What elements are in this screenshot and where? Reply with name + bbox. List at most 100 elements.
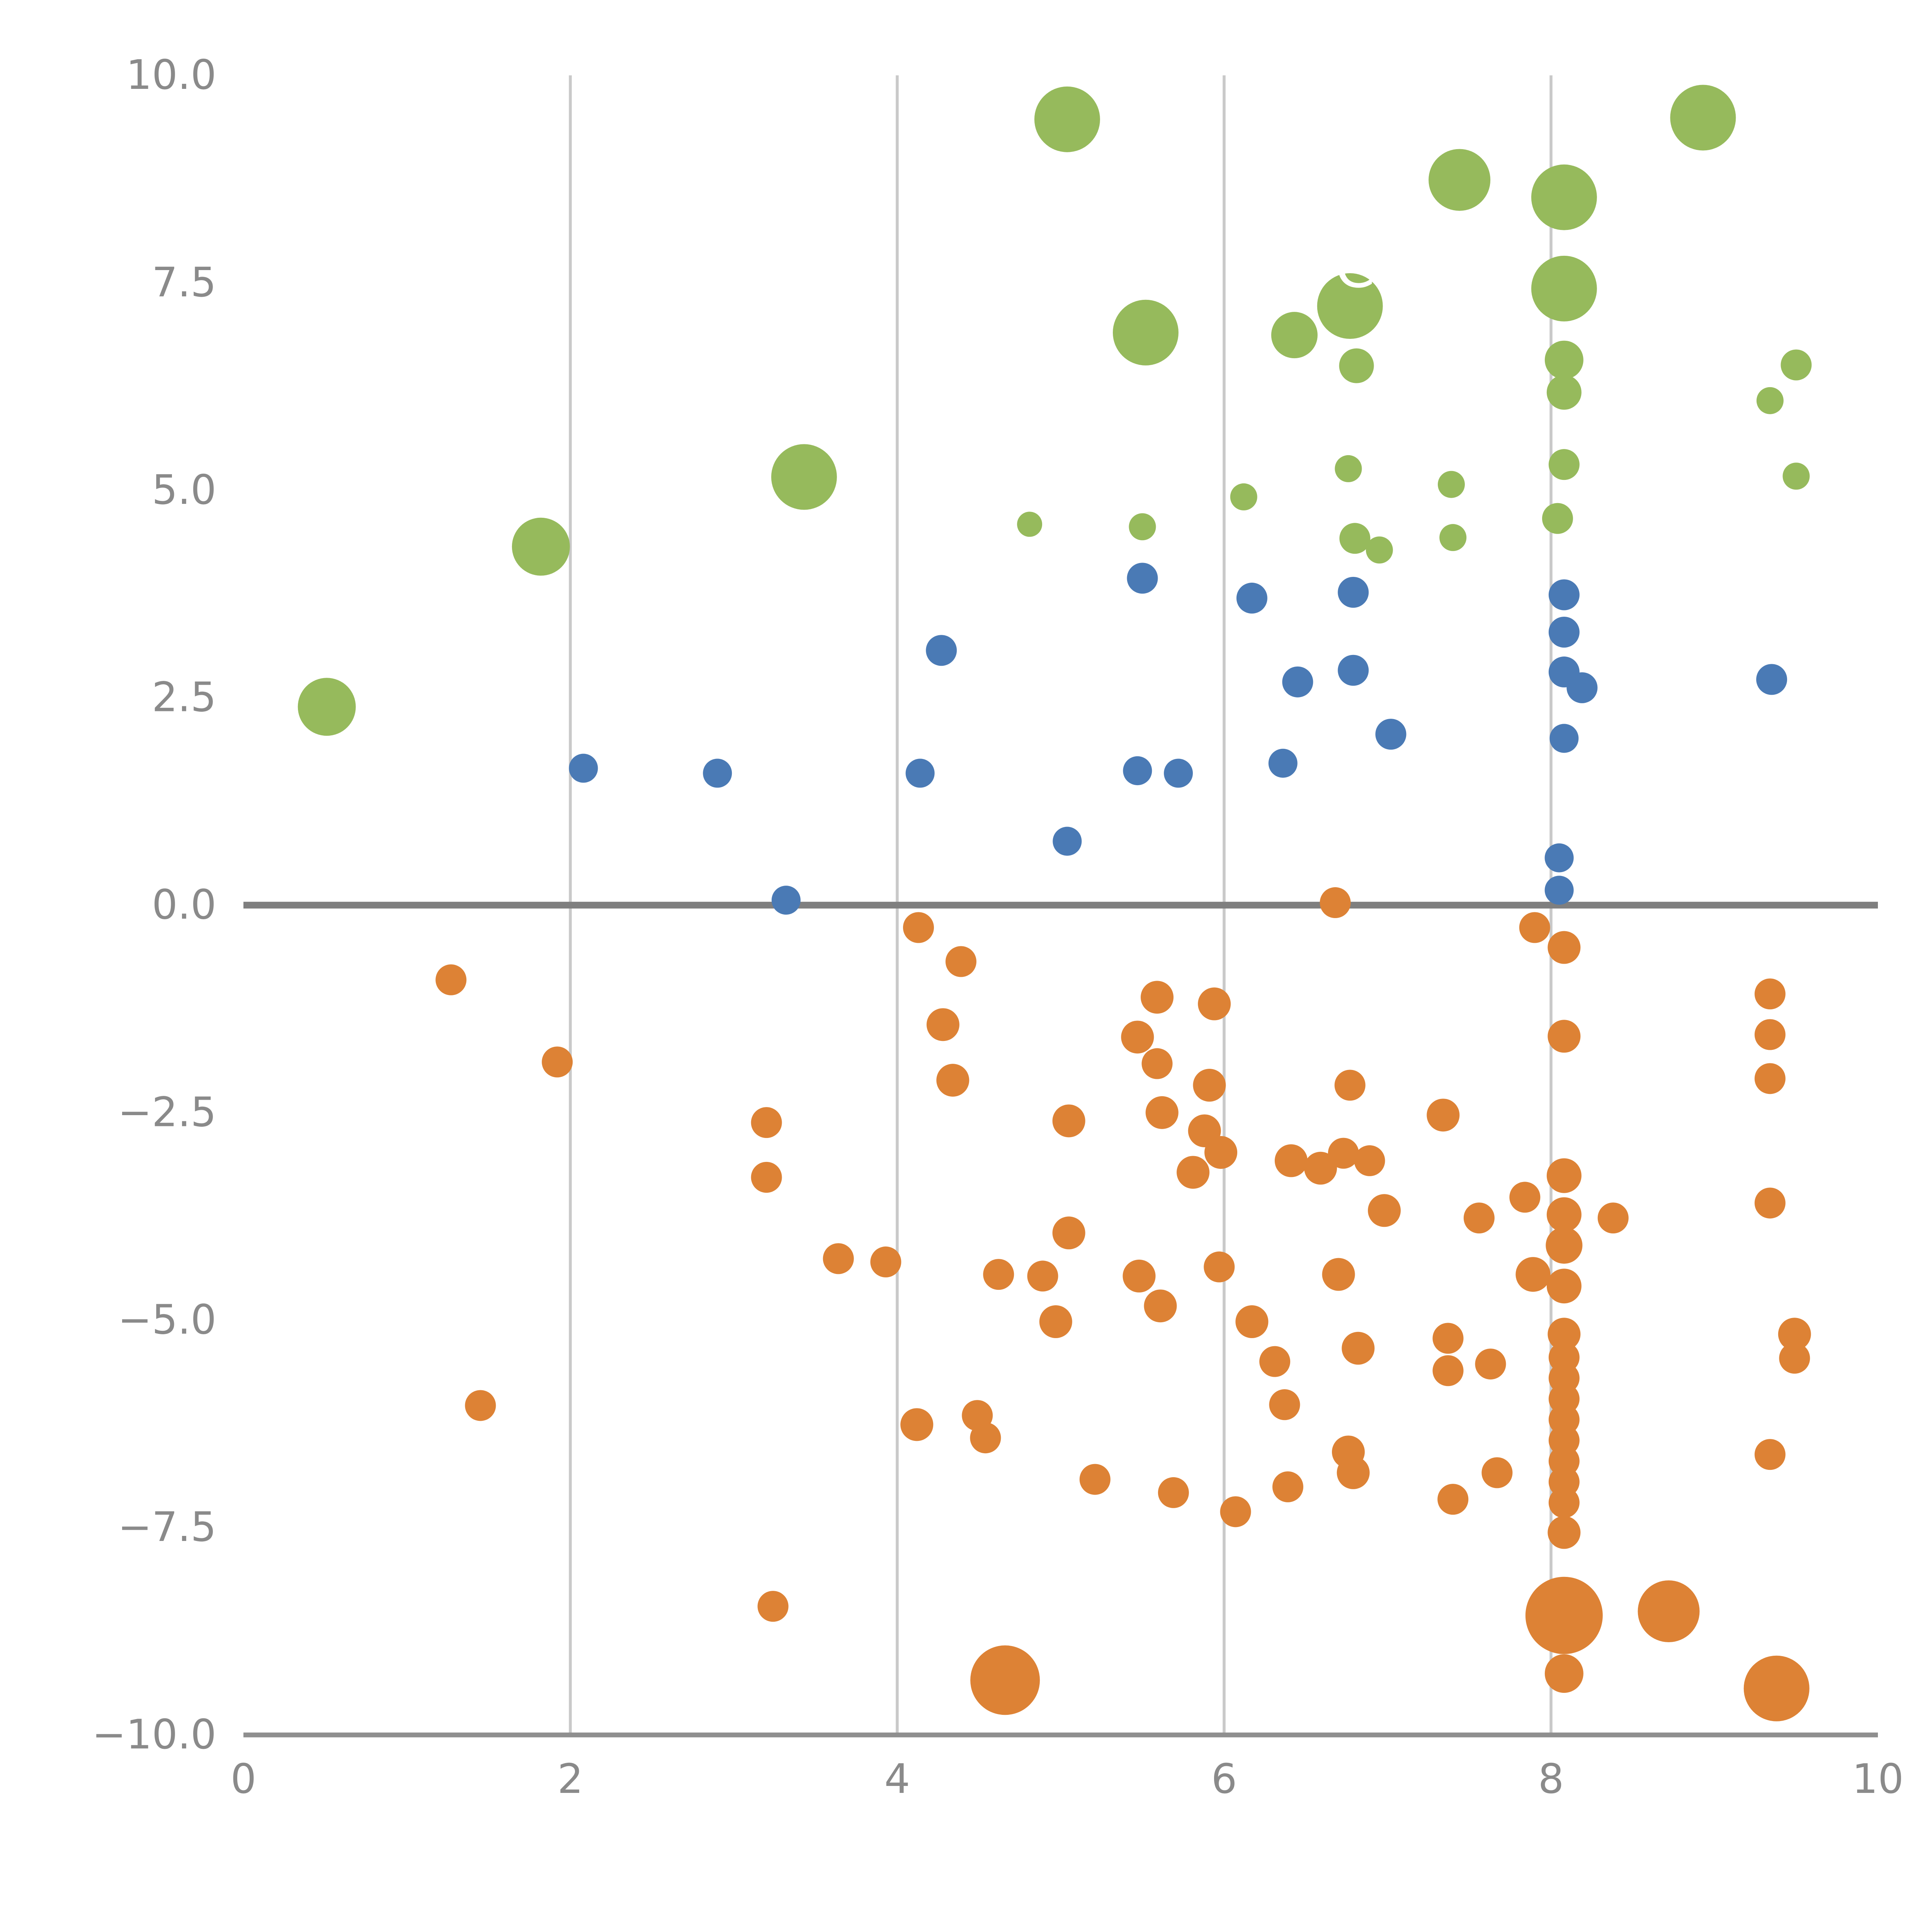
data-point-green	[1544, 340, 1583, 379]
data-point-green	[1129, 513, 1156, 541]
data-point-green	[1782, 463, 1810, 490]
data-point-green	[1531, 164, 1597, 230]
data-point-orange	[1779, 1343, 1810, 1374]
x-tick-label: 10	[1852, 1755, 1904, 1803]
data-point-orange	[900, 1408, 934, 1441]
data-point-orange	[1274, 1144, 1308, 1177]
data-point-orange	[1269, 1389, 1300, 1420]
data-point-orange	[1337, 1456, 1370, 1489]
data-point-orange	[1342, 1332, 1375, 1365]
data-point-orange	[1144, 1289, 1177, 1323]
data-point-orange	[1481, 1457, 1513, 1488]
data-point-blue	[1123, 756, 1152, 786]
data-point-blue	[703, 759, 732, 788]
bubble-label: LMTC	[1220, 234, 1375, 301]
data-point-green	[1439, 524, 1467, 551]
data-point-orange	[1548, 1020, 1581, 1053]
data-point-blue	[905, 759, 935, 788]
data-point-green	[1546, 375, 1582, 410]
data-point-orange	[1509, 1182, 1541, 1213]
data-point-blue	[1548, 579, 1580, 611]
data-point-blue	[1236, 582, 1267, 614]
data-point-green	[512, 517, 570, 576]
data-point-orange	[1027, 1260, 1058, 1292]
data-point-orange	[1515, 1257, 1551, 1292]
data-point-green	[1017, 512, 1043, 537]
data-point-green	[1670, 85, 1736, 151]
data-point-green	[1437, 471, 1465, 498]
x-tick-label: 6	[1211, 1755, 1237, 1803]
data-point-green	[1339, 523, 1371, 554]
data-point-orange	[1039, 1305, 1072, 1338]
data-point-orange	[1121, 1020, 1154, 1054]
data-point-green	[771, 444, 837, 510]
data-point-orange	[1052, 1104, 1085, 1138]
data-point-orange	[1638, 1580, 1700, 1643]
data-point-blue	[1549, 724, 1579, 753]
data-point-blue	[1338, 577, 1369, 608]
data-point-green	[1429, 149, 1491, 211]
data-point-orange	[1427, 1099, 1460, 1132]
data-point-blue	[1544, 876, 1574, 905]
data-point-blue	[1548, 616, 1580, 648]
data-point-orange	[1597, 1202, 1629, 1234]
data-point-orange	[1544, 1654, 1583, 1693]
data-point-orange	[1122, 1259, 1156, 1293]
data-point-orange	[1546, 1197, 1582, 1232]
data-point-orange	[1475, 1349, 1506, 1380]
data-point-orange	[1743, 1655, 1810, 1721]
data-point-orange	[945, 946, 976, 977]
data-point-green	[298, 678, 356, 736]
x-tick-label: 0	[231, 1755, 257, 1803]
data-point-green	[1366, 536, 1393, 564]
data-point-orange	[542, 1046, 573, 1078]
x-tick-label: 4	[884, 1755, 910, 1803]
data-point-orange	[903, 912, 934, 943]
data-point-blue	[1053, 827, 1082, 856]
data-point-orange	[1546, 1269, 1582, 1304]
data-point-green	[1317, 273, 1383, 339]
x-tick-label: 8	[1538, 1755, 1564, 1803]
y-tick-label: 5.0	[152, 466, 216, 514]
data-point-orange	[1177, 1156, 1210, 1189]
data-point-orange	[1432, 1355, 1464, 1386]
data-point-orange	[936, 1064, 969, 1097]
data-point-orange	[1754, 1439, 1786, 1470]
data-point-orange	[1272, 1471, 1303, 1502]
data-point-orange	[1525, 1577, 1603, 1654]
data-point-orange	[1141, 1048, 1173, 1079]
data-point-green	[1756, 387, 1784, 414]
data-point-blue	[926, 635, 957, 666]
data-point-blue	[1282, 666, 1313, 697]
y-tick-label: 0.0	[152, 881, 216, 929]
data-point-orange	[1546, 1227, 1583, 1264]
data-point-green	[1781, 349, 1812, 381]
data-point-orange	[1145, 1096, 1179, 1129]
data-point-orange	[1079, 1464, 1111, 1495]
data-point-orange	[1322, 1258, 1355, 1291]
data-point-orange	[1052, 1216, 1085, 1250]
x-tick-label: 2	[558, 1755, 583, 1803]
y-tick-label: 2.5	[152, 674, 216, 721]
data-point-orange	[870, 1246, 901, 1277]
data-point-orange	[1259, 1346, 1291, 1377]
data-point-orange	[1548, 931, 1581, 964]
data-point-green	[1339, 348, 1374, 383]
data-point-orange	[1754, 978, 1786, 1010]
data-point-blue	[771, 886, 801, 915]
data-point-orange	[751, 1162, 782, 1193]
data-point-orange	[1198, 987, 1231, 1020]
data-point-orange	[1432, 1323, 1464, 1354]
data-point-blue	[1127, 563, 1158, 594]
data-point-blue	[1544, 843, 1574, 872]
data-point-blue	[1566, 672, 1598, 703]
data-point-orange	[1354, 1145, 1385, 1176]
data-point-orange	[1754, 1063, 1786, 1094]
y-tick-label: −5.0	[118, 1296, 216, 1343]
data-point-orange	[970, 1645, 1040, 1715]
data-point-green	[1335, 455, 1362, 482]
data-point-orange	[757, 1591, 789, 1622]
y-tick-label: 7.5	[152, 259, 216, 306]
data-point-green	[1034, 86, 1100, 152]
